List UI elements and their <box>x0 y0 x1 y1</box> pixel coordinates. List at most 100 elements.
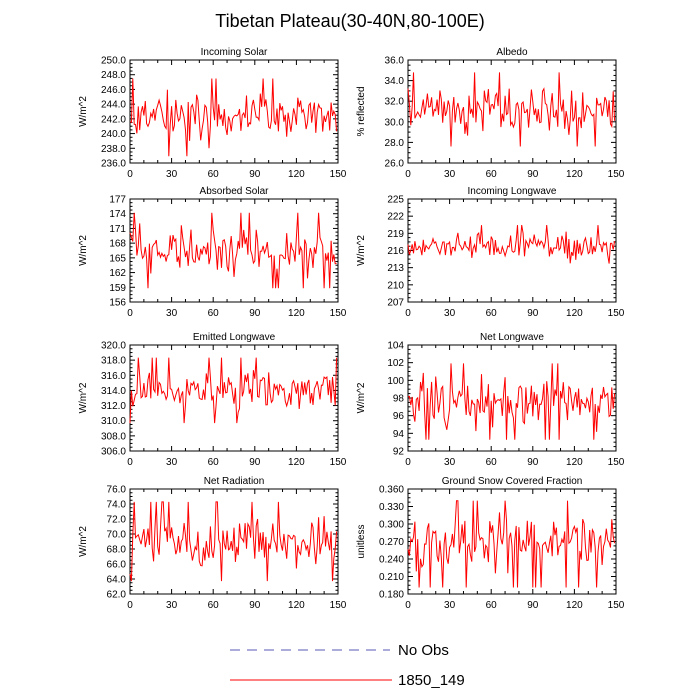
plot-frame <box>407 59 617 164</box>
y-tick-label: 104 <box>387 341 404 352</box>
x-tick-label: 60 <box>208 308 220 319</box>
x-tick-label: 90 <box>527 457 539 468</box>
y-tick-label: 34.0 <box>385 76 405 87</box>
panel-title: Net Longwave <box>480 332 544 343</box>
x-tick-label: 30 <box>166 169 178 180</box>
x-tick-label: 120 <box>288 600 305 611</box>
y-tick-label: 318.0 <box>101 356 126 367</box>
x-tick-label: 90 <box>527 600 539 611</box>
x-tick-label: 0 <box>127 600 133 611</box>
x-tick-label: 60 <box>208 457 220 468</box>
y-axis-label: W/m^2 <box>78 96 89 127</box>
x-tick-label: 90 <box>527 169 539 180</box>
series-line-1850_149 <box>129 501 338 582</box>
x-tick-label: 0 <box>405 308 411 319</box>
panel-title: Absorbed Solar <box>200 186 270 197</box>
y-tick-label: 96 <box>393 411 405 422</box>
x-tick-label: 90 <box>249 457 261 468</box>
x-tick-label: 90 <box>249 169 261 180</box>
y-tick-label: 306.0 <box>101 447 126 458</box>
x-tick-label: 120 <box>288 457 305 468</box>
plot-frame <box>129 59 339 164</box>
panel-2: Absorbed Solar W/m^2 0 30 60 90 120 150 156 159 16… <box>78 186 347 319</box>
x-tick-label: 150 <box>330 169 347 180</box>
x-tick-label: 0 <box>405 169 411 180</box>
y-tick-label: 32.0 <box>385 97 405 108</box>
y-tick-label: 62.0 <box>107 590 127 601</box>
x-tick-label: 30 <box>444 169 456 180</box>
y-tick-label: 102 <box>387 358 404 369</box>
y-tick-label: 162 <box>109 268 126 279</box>
y-tick-label: 70.0 <box>107 530 127 541</box>
y-tick-label: 320.0 <box>101 341 126 352</box>
y-tick-label: 159 <box>109 283 126 294</box>
panel-1: Albedo % reflected 0 30 60 90 120 150 26.0 28.0 30… <box>356 47 625 180</box>
panel-title: Emitted Longwave <box>193 332 276 343</box>
x-tick-label: 120 <box>566 169 583 180</box>
y-tick-label: 238.0 <box>101 144 126 155</box>
y-tick-label: 0.360 <box>379 485 404 496</box>
x-tick-label: 120 <box>566 600 583 611</box>
plot-frame <box>407 344 617 452</box>
panel-title: Net Radiation <box>204 476 265 487</box>
y-tick-label: 72.0 <box>107 515 127 526</box>
x-tick-label: 150 <box>330 457 347 468</box>
x-tick-label: 60 <box>486 457 498 468</box>
y-tick-label: 66.0 <box>107 560 127 571</box>
x-tick-label: 0 <box>127 169 133 180</box>
y-tick-label: 222 <box>387 212 404 223</box>
x-tick-label: 60 <box>486 600 498 611</box>
x-tick-label: 30 <box>444 600 456 611</box>
y-tick-label: 242.0 <box>101 114 126 125</box>
y-tick-label: 174 <box>109 209 126 220</box>
panel-4: Emitted Longwave W/m^2 0 30 60 90 120 150 306.0 3… <box>78 332 347 468</box>
y-tick-label: 210 <box>387 280 404 291</box>
legend-label-no-obs: No Obs <box>398 642 449 659</box>
panel-0: Incoming Solar W/m^2 0 30 60 90 120 150 236.0 238… <box>78 47 347 180</box>
y-tick-label: 100 <box>387 376 404 387</box>
y-tick-label: 156 <box>109 298 126 309</box>
panel-title: Ground Snow Covered Fraction <box>442 476 583 487</box>
y-tick-label: 312.0 <box>101 401 126 412</box>
x-tick-label: 0 <box>127 308 133 319</box>
y-tick-label: 68.0 <box>107 545 127 556</box>
y-axis-label: W/m^2 <box>78 235 89 266</box>
x-tick-label: 0 <box>405 457 411 468</box>
y-tick-label: 236.0 <box>101 159 126 170</box>
panel-title: Incoming Solar <box>201 47 268 58</box>
x-tick-label: 150 <box>330 308 347 319</box>
y-tick-label: 94 <box>393 429 405 440</box>
x-tick-label: 150 <box>608 169 625 180</box>
series-line-1850_149 <box>129 357 338 424</box>
x-tick-label: 90 <box>249 308 261 319</box>
panel-5: Net Longwave W/m^2 0 30 60 90 120 150 92 94 96 98 10… <box>356 332 625 468</box>
x-tick-label: 30 <box>166 600 178 611</box>
y-tick-label: 165 <box>109 253 126 264</box>
y-tick-label: 0.300 <box>379 520 404 531</box>
x-tick-label: 0 <box>127 457 133 468</box>
y-tick-label: 26.0 <box>385 159 405 170</box>
y-tick-label: 246.0 <box>101 85 126 96</box>
x-tick-label: 60 <box>208 169 220 180</box>
y-tick-label: 30.0 <box>385 117 405 128</box>
x-tick-label: 90 <box>527 308 539 319</box>
x-tick-label: 120 <box>566 457 583 468</box>
y-axis-label: unitless <box>356 525 367 559</box>
x-tick-label: 150 <box>330 600 347 611</box>
series-line-1850_149 <box>129 78 338 157</box>
legend-label-1850-149: 1850_149 <box>398 672 465 689</box>
y-tick-label: 244.0 <box>101 100 126 111</box>
y-tick-label: 213 <box>387 263 404 274</box>
y-tick-label: 168 <box>109 239 126 250</box>
x-tick-label: 0 <box>405 600 411 611</box>
x-tick-label: 90 <box>249 600 261 611</box>
x-tick-label: 60 <box>486 308 498 319</box>
y-tick-label: 64.0 <box>107 575 127 586</box>
y-tick-label: 314.0 <box>101 386 126 397</box>
x-tick-label: 150 <box>608 600 625 611</box>
y-tick-label: 0.240 <box>379 555 404 566</box>
y-tick-label: 0.330 <box>379 502 404 513</box>
panel-title: Incoming Longwave <box>468 186 557 197</box>
x-tick-label: 150 <box>608 457 625 468</box>
y-tick-label: 250.0 <box>101 56 126 67</box>
